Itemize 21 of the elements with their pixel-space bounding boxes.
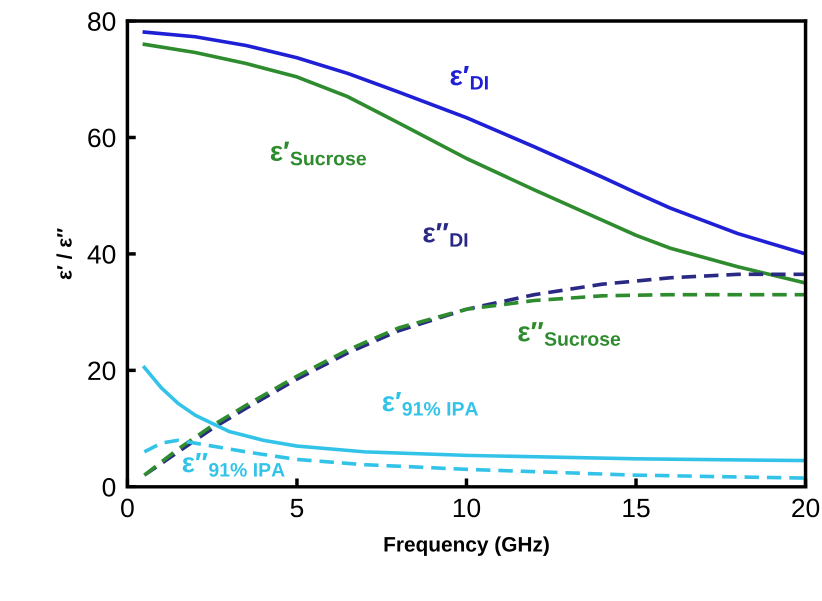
y-tick-label: 60 (88, 128, 116, 148)
x-axis-title: Frequency (GHz) (384, 536, 549, 556)
line-series (142, 438, 806, 480)
series-label: ε″$_{91% IPA}$ (182, 453, 285, 477)
y-tick-label: 80 (88, 12, 116, 31)
line-series (142, 30, 806, 256)
x-tick-label: 10 (454, 498, 480, 518)
y-tick-label: 40 (88, 245, 116, 264)
line-series (142, 42, 806, 285)
text: ε″$_{DI}$ (423, 223, 468, 247)
x-tick-label: 20 (792, 498, 820, 518)
y-axis-title: ε′ / ε″ (56, 228, 72, 280)
series-label: ε″$_{Sucrose}$ (518, 322, 620, 346)
series-label: ε′$_{Sucrose}$ (270, 142, 366, 166)
x-tick-label: 15 (623, 498, 650, 518)
x-tick-label: 5 (290, 498, 304, 518)
series-label: ε′$_{DI}$ (450, 66, 488, 90)
y-tick-label: 20 (88, 362, 116, 380)
y-tick-label: 0 (102, 478, 116, 497)
x-tick-label: 0 (121, 498, 134, 518)
series-label: ε′$_{91% IPA}$ (382, 392, 478, 416)
